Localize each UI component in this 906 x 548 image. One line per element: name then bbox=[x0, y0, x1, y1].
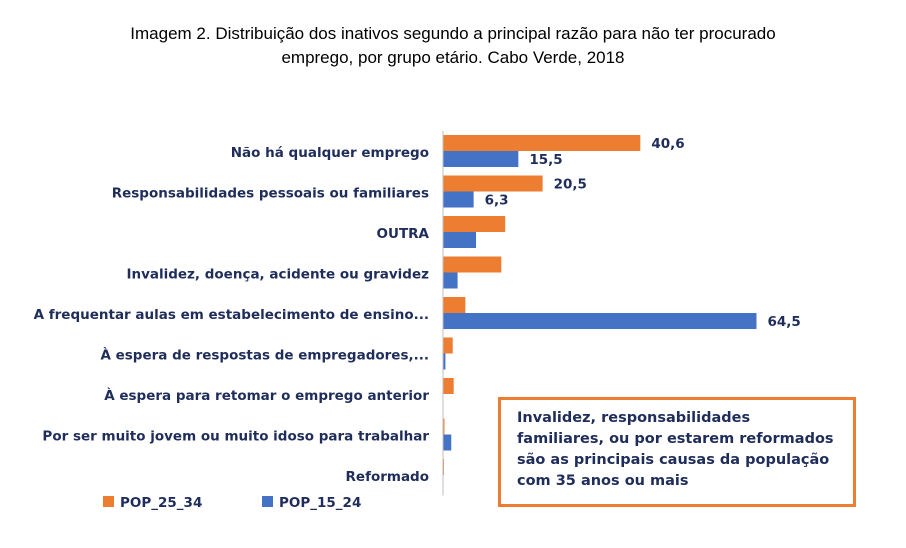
chart-title-line-2: emprego, por grupo etário. Cabo Verde, 2… bbox=[281, 48, 625, 67]
category-label: Reformado bbox=[346, 469, 429, 485]
bar-pop-25-34 bbox=[443, 216, 506, 232]
bar-pop-15-24 bbox=[443, 272, 458, 289]
bar-pop-25-34 bbox=[443, 418, 445, 435]
bars-layer bbox=[443, 135, 757, 475]
callout-box: Invalidez, responsabilidades familiares,… bbox=[498, 397, 856, 507]
category-label: À espera para retomar o emprego anterior bbox=[104, 387, 429, 404]
bar-pop-15-24 bbox=[443, 313, 757, 329]
category-label: À espera de respostas de empregadores,..… bbox=[100, 347, 429, 364]
legend: POP_25_34 POP_15_24 bbox=[103, 495, 361, 511]
bar-pop-25-34 bbox=[443, 135, 641, 151]
bar-pop-15-24 bbox=[443, 191, 474, 208]
bar-pop-25-34 bbox=[443, 297, 466, 313]
bar-pop-25-34 bbox=[443, 337, 453, 354]
legend-swatch-pop-25-34 bbox=[103, 496, 114, 507]
legend-label-pop-25-34: POP_25_34 bbox=[120, 495, 202, 511]
category-label: Invalidez, doença, acidente ou gravidez bbox=[126, 267, 429, 283]
legend-label-pop-15-24: POP_15_24 bbox=[279, 495, 361, 511]
data-label: 20,5 bbox=[554, 177, 587, 193]
bar-pop-25-34 bbox=[443, 378, 454, 394]
category-label: OUTRA bbox=[377, 226, 430, 242]
legend-swatch-pop-15-24 bbox=[262, 496, 273, 507]
category-label: A frequentar aulas em estabelecimento de… bbox=[34, 307, 429, 323]
bar-pop-25-34 bbox=[443, 256, 502, 273]
category-label: Responsabilidades pessoais ou familiares bbox=[112, 186, 429, 202]
labels-layer: Não há qualquer emprego 40,6 15,5 Responsab… bbox=[34, 136, 801, 485]
data-label: 6,3 bbox=[485, 193, 509, 209]
bar-pop-15-24 bbox=[443, 151, 519, 167]
data-label: 40,6 bbox=[651, 136, 684, 152]
category-label: Não há qualquer emprego bbox=[231, 145, 429, 161]
bar-pop-15-24 bbox=[443, 434, 452, 451]
chart-title-line-1: Imagem 2. Distribuição dos inativos segu… bbox=[130, 24, 776, 43]
category-label: Por ser muito jovem ou muito idoso para … bbox=[42, 429, 429, 445]
data-label: 64,5 bbox=[767, 314, 800, 330]
bar-pop-15-24 bbox=[443, 232, 477, 248]
bar-pop-15-24 bbox=[443, 353, 446, 370]
bar-pop-25-34 bbox=[443, 175, 543, 192]
data-label: 15,5 bbox=[529, 152, 562, 168]
